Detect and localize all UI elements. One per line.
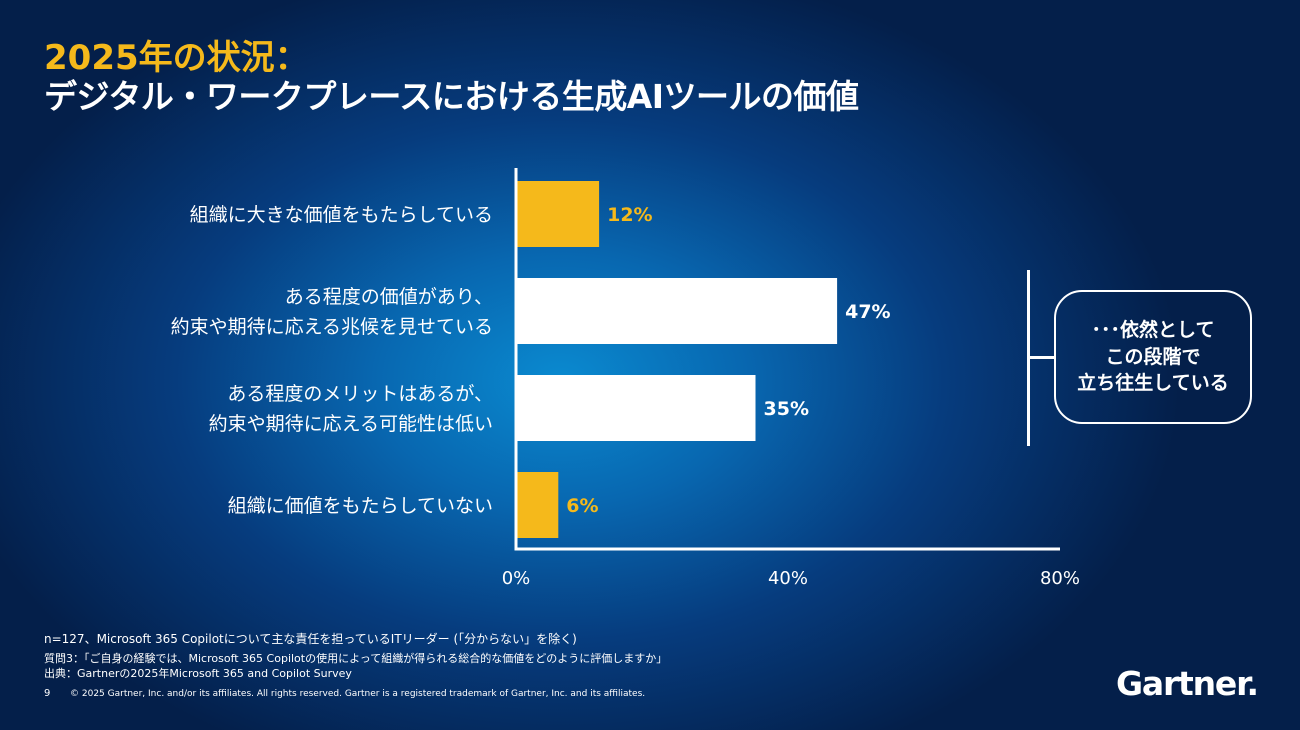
bracket-connector-line [1027, 356, 1054, 359]
title-line-1: 2025年の状況： [44, 38, 309, 78]
value-label-2: 47% [845, 301, 890, 323]
footnote-sample: n=127、Microsoft 365 Copilotについて主な責任を担ってい… [44, 632, 577, 646]
value-label-3: 35% [764, 398, 809, 420]
category-label-4: 組織に価値をもたらしていない [228, 495, 493, 517]
value-label-1: 12% [607, 204, 652, 226]
page-number: 9 [44, 688, 51, 699]
category-label-1: 組織に大きな価値をもたらしている [190, 204, 493, 226]
callout-line-3: 立ち往生している [1077, 372, 1229, 395]
bar-2 [517, 278, 838, 344]
slide-title: 2025年の状況： デジタル・ワークプレースにおける生成AIツールの価値 [44, 38, 859, 117]
bar-3 [517, 375, 756, 441]
callout-line-2: この段階で [1105, 345, 1201, 368]
x-tick-label-3: 80% [1040, 568, 1080, 589]
x-tick-label-2: 40% [768, 568, 808, 589]
footnote-source: 出典：Gartnerの2025年Microsoft 365 and Copilo… [44, 667, 352, 680]
callout-line-1: ･･･依然として [1091, 319, 1215, 342]
bar-1 [517, 181, 600, 247]
bar-4 [517, 472, 559, 538]
callout-box: ･･･依然として この段階で 立ち往生している [1054, 290, 1252, 424]
footnote-question: 質問3：「ご自身の経験では、Microsoft 365 Copilotの使用によ… [44, 652, 668, 665]
title-line-2: デジタル・ワークプレースにおける生成AIツールの価値 [44, 77, 859, 117]
category-label-3-line-1: ある程度のメリットはあるが、 [227, 383, 493, 405]
copyright-text: © 2025 Gartner, Inc. and/or its affiliat… [70, 689, 646, 699]
bar-chart: 12% 組織に大きな価値をもたらしている 47% ある程度の価値があり、約束や期待に応… [171, 181, 1080, 589]
value-label-4: 6% [566, 495, 598, 517]
gartner-logo: Gartner. [1116, 664, 1259, 703]
category-label-3-line-2: 約束や期待に応える可能性は低い [209, 413, 493, 435]
category-label-2-line-1: ある程度の価値があり、 [285, 286, 493, 308]
x-tick-label-1: 0% [502, 568, 531, 589]
category-label-2-line-2: 約束や期待に応える兆候を見せている [171, 316, 493, 338]
